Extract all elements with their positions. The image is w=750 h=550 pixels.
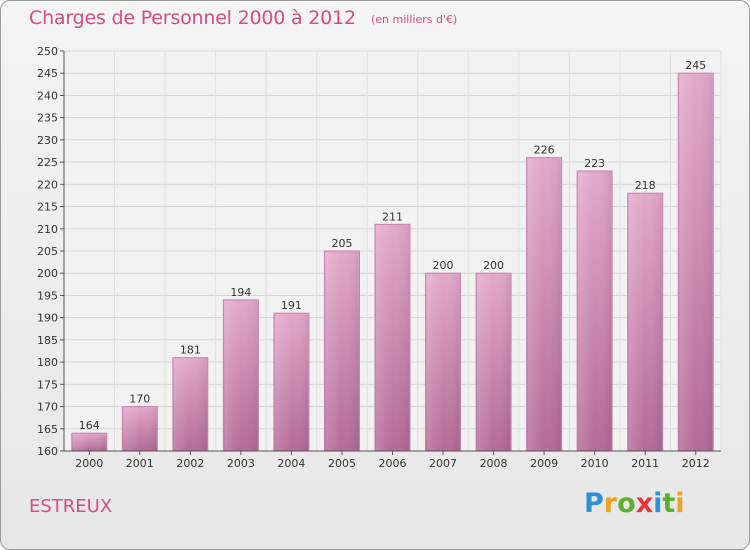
value-label: 200	[433, 259, 454, 272]
y-tick-label: 175	[37, 378, 58, 391]
y-tick-label: 190	[37, 312, 58, 325]
x-tick-label: 2001	[126, 457, 154, 470]
bars: 164 170 181 194 191 205 211 200 200 226 223 218 245	[71, 59, 714, 452]
bar-2001	[121, 406, 158, 452]
y-tick-label: 180	[37, 356, 58, 369]
bar-2003	[222, 299, 259, 452]
y-tick-label: 210	[37, 223, 58, 236]
value-label: 223	[584, 157, 605, 170]
value-label: 205	[331, 237, 352, 250]
value-label: 200	[483, 259, 504, 272]
bar-sheen	[477, 274, 511, 450]
bar-sheen	[123, 407, 157, 450]
bar-sheen	[679, 74, 713, 450]
value-label: 245	[685, 59, 706, 72]
bar-2005	[323, 250, 360, 452]
bar-2006	[374, 223, 411, 452]
chart-title: Charges de Personnel 2000 à 2012	[29, 7, 356, 29]
y-tick-label: 250	[37, 45, 58, 58]
bar-sheen	[224, 300, 258, 450]
value-label: 211	[382, 210, 403, 223]
y-tick-label: 165	[37, 423, 58, 436]
value-label: 170	[129, 393, 150, 406]
bar-2009	[526, 157, 563, 452]
bar-2007	[425, 272, 462, 452]
logo-letter: i	[675, 488, 685, 519]
y-tick-label: 195	[37, 289, 58, 302]
value-label: 218	[635, 179, 656, 192]
x-tick-label: 2003	[227, 457, 255, 470]
y-tick-label: 200	[37, 267, 58, 280]
logo-letter: t	[662, 488, 676, 519]
bar-sheen	[173, 358, 207, 450]
bar-2012	[677, 72, 714, 452]
y-tick-label: 205	[37, 245, 58, 258]
x-tick-label: 2000	[75, 457, 103, 470]
x-tick-label: 2008	[480, 457, 508, 470]
logo-letter: i	[653, 488, 663, 519]
x-tick-label: 2005	[328, 457, 356, 470]
x-tick-label: 2004	[277, 457, 305, 470]
logo-letter: r	[603, 488, 618, 519]
x-tick-label: 2010	[581, 457, 609, 470]
y-tick-label: 225	[37, 156, 58, 169]
value-label: 191	[281, 299, 302, 312]
proxiti-logo: Proxiti	[584, 488, 685, 519]
axes: 160 165 170 175 180 185 190 195 200 205 210 215 220 2…	[37, 45, 721, 470]
y-tick-label: 160	[37, 445, 58, 458]
bar-2004	[273, 312, 310, 452]
value-label: 194	[230, 286, 251, 299]
y-tick-label: 215	[37, 201, 58, 214]
bar-sheen	[325, 252, 359, 450]
x-tick-label: 2009	[530, 457, 558, 470]
x-tick-label: 2011	[631, 457, 659, 470]
place-name: ESTREUX	[29, 496, 113, 517]
y-tick-label: 245	[37, 67, 58, 80]
x-tick-label: 2012	[682, 457, 710, 470]
logo-letter: o	[617, 488, 636, 519]
bar-sheen	[426, 274, 460, 450]
bar-sheen	[628, 194, 662, 450]
y-tick-label: 230	[37, 134, 58, 147]
x-tick-label: 2006	[379, 457, 407, 470]
bar-sheen	[578, 172, 612, 450]
logo-letter: P	[584, 488, 604, 519]
bar-2002	[172, 357, 209, 452]
bar-sheen	[72, 434, 106, 450]
y-tick-label: 235	[37, 112, 58, 125]
y-tick-label: 240	[37, 89, 58, 102]
bar-sheen	[274, 314, 308, 450]
bar-2000	[71, 432, 108, 452]
chart-subtitle: (en milliers d'€)	[371, 13, 458, 26]
value-label: 164	[79, 419, 100, 432]
value-label: 226	[534, 144, 555, 157]
bar-sheen	[376, 225, 409, 450]
bar-sheen	[527, 158, 561, 450]
logo-letter: x	[635, 488, 654, 519]
y-tick-label: 220	[37, 178, 58, 191]
x-tick-label: 2002	[176, 457, 204, 470]
bar-2011	[627, 192, 664, 452]
y-tick-label: 170	[37, 401, 58, 414]
x-tick-label: 2007	[429, 457, 457, 470]
y-tick-label: 185	[37, 334, 58, 347]
bar-2008	[475, 272, 512, 452]
value-label: 181	[180, 344, 201, 357]
bar-2010	[576, 170, 613, 452]
